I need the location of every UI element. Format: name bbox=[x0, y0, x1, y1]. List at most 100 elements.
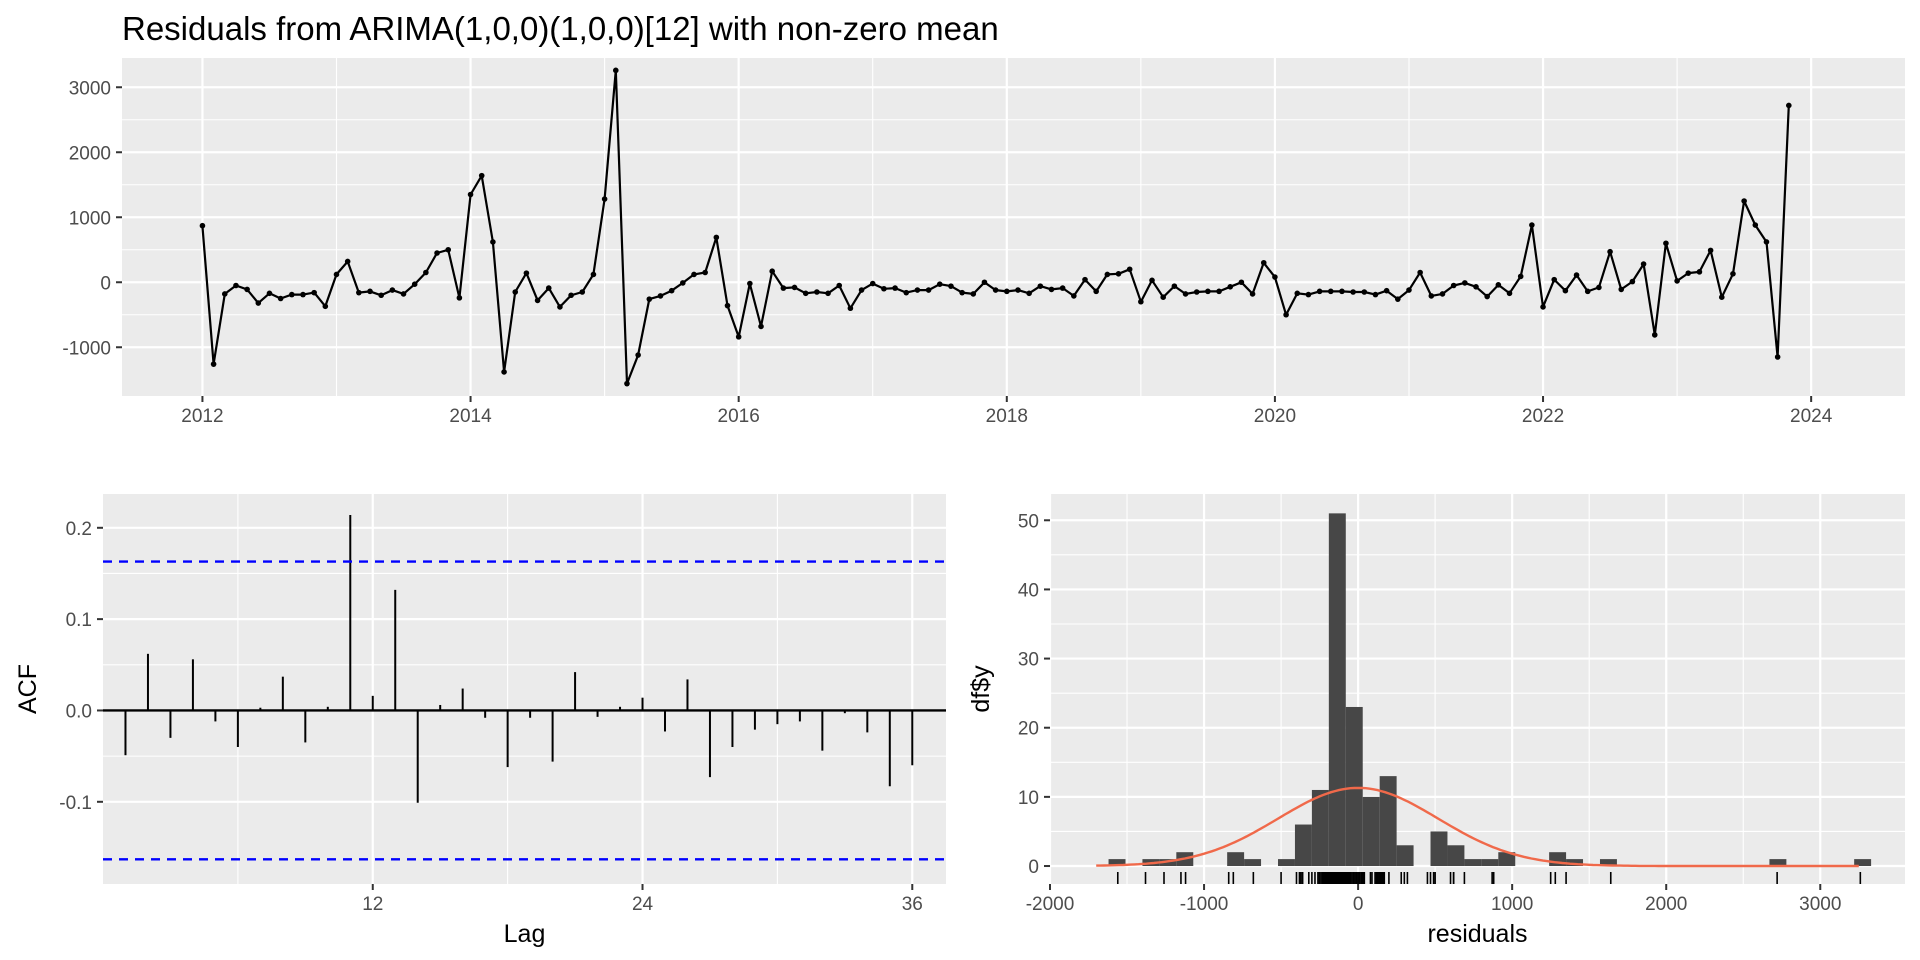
residual-point bbox=[702, 269, 708, 276]
hist-x-tick-label: -2000 bbox=[1026, 894, 1075, 915]
residual-point bbox=[1093, 288, 1099, 295]
acf-y-axis-title: ACF bbox=[14, 664, 42, 714]
residual-point bbox=[1283, 311, 1289, 318]
residual-point bbox=[1473, 284, 1479, 290]
acf-x-axis-title: Lag bbox=[504, 920, 546, 948]
residual-point bbox=[1305, 291, 1312, 298]
residual-point bbox=[501, 369, 507, 375]
histogram-bar bbox=[1396, 845, 1414, 867]
residual-point bbox=[344, 258, 351, 265]
residual-point bbox=[1216, 288, 1222, 295]
plot-title: Residuals from ARIMA(1,0,0)(1,0,0)[12] w… bbox=[122, 10, 999, 47]
residual-point bbox=[277, 295, 284, 302]
ts-x-tick-label: 2016 bbox=[718, 406, 760, 427]
histogram-bar bbox=[1379, 776, 1397, 867]
residual-point bbox=[769, 268, 775, 275]
residual-point bbox=[1372, 291, 1379, 298]
histogram-bar bbox=[1311, 789, 1329, 867]
residual-point bbox=[825, 290, 831, 297]
residual-point bbox=[1115, 271, 1122, 277]
residual-point bbox=[914, 287, 921, 293]
residual-point bbox=[233, 282, 239, 289]
histogram-bar bbox=[1244, 859, 1262, 867]
residual-point bbox=[791, 284, 798, 291]
residual-point bbox=[869, 280, 876, 287]
hist-y-tick-label: 10 bbox=[1018, 788, 1039, 809]
residual-point bbox=[1082, 276, 1088, 283]
ts-y-tick-label: -1000 bbox=[62, 338, 111, 359]
hist-x-tick-label: 0 bbox=[1353, 894, 1364, 915]
residual-point bbox=[758, 323, 764, 330]
residual-point bbox=[1272, 274, 1278, 280]
hist-x-tick-label: -1000 bbox=[1180, 894, 1229, 915]
residual-point bbox=[1495, 282, 1502, 288]
residual-point bbox=[210, 361, 217, 367]
residual-point bbox=[680, 280, 686, 286]
histogram-bar bbox=[1328, 513, 1346, 867]
ts-y-tick-label: 3000 bbox=[69, 78, 111, 99]
residual-point bbox=[1651, 332, 1658, 338]
residual-point bbox=[311, 289, 317, 296]
acf-y-tick-label: 0.2 bbox=[66, 519, 92, 540]
residual-point bbox=[881, 285, 887, 292]
residual-point bbox=[668, 287, 675, 294]
residual-point bbox=[545, 285, 552, 291]
residual-point bbox=[579, 289, 586, 295]
hist-x-tick-label: 2000 bbox=[1645, 894, 1687, 915]
ts-y-tick-label: 0 bbox=[100, 273, 111, 294]
residual-point bbox=[1071, 293, 1077, 299]
histogram-bar bbox=[1498, 852, 1516, 867]
acf-y-tick-label: -0.1 bbox=[59, 793, 92, 814]
residual-point bbox=[456, 295, 463, 301]
residual-point bbox=[847, 305, 854, 312]
residual-point bbox=[612, 67, 619, 74]
residual-point bbox=[1193, 289, 1200, 295]
hist-y-tick-label: 20 bbox=[1018, 719, 1039, 740]
residual-point bbox=[568, 292, 574, 299]
residual-point bbox=[1741, 198, 1747, 204]
residual-point bbox=[1171, 283, 1178, 289]
residual-point bbox=[691, 271, 697, 278]
histogram-bar bbox=[1599, 859, 1617, 867]
ts-x-tick-label: 2024 bbox=[1790, 406, 1833, 427]
ts-x-tick-label: 2012 bbox=[181, 406, 223, 427]
residual-point bbox=[1607, 248, 1613, 255]
residual-point bbox=[802, 290, 809, 297]
residual-point bbox=[244, 286, 250, 293]
residual-point bbox=[1674, 278, 1680, 284]
residual-point bbox=[1182, 291, 1189, 297]
residual-point bbox=[1540, 304, 1546, 310]
residual-point bbox=[624, 380, 630, 387]
residual-point bbox=[1450, 282, 1457, 289]
hist-y-tick-label: 40 bbox=[1018, 580, 1039, 601]
histogram-bar bbox=[1566, 859, 1584, 867]
residual-point bbox=[1059, 285, 1066, 291]
residual-point bbox=[1227, 284, 1234, 290]
residual-point bbox=[1707, 247, 1714, 254]
residual-point bbox=[378, 292, 384, 299]
residual-point bbox=[1026, 290, 1032, 297]
hist-y-tick-label: 30 bbox=[1018, 650, 1039, 671]
residual-point bbox=[1551, 276, 1558, 283]
histogram-bar bbox=[1108, 859, 1126, 867]
acf-panel-background bbox=[103, 494, 946, 884]
histogram-bar bbox=[1294, 824, 1312, 867]
residual-point bbox=[1763, 239, 1770, 245]
residual-point bbox=[1640, 261, 1647, 267]
residual-point bbox=[1126, 266, 1133, 273]
residual-point bbox=[333, 271, 340, 278]
residual-point bbox=[423, 269, 429, 276]
residual-point bbox=[646, 296, 653, 302]
histogram-bar bbox=[1481, 859, 1499, 867]
residual-point bbox=[1015, 287, 1021, 293]
residual-point bbox=[590, 271, 597, 278]
residual-point bbox=[724, 302, 731, 309]
residual-point bbox=[780, 285, 787, 291]
residual-point bbox=[300, 291, 306, 298]
residual-point bbox=[1439, 291, 1446, 297]
residual-point bbox=[490, 239, 496, 245]
residual-point bbox=[713, 234, 720, 241]
residual-point bbox=[1138, 298, 1144, 305]
residual-point bbox=[1361, 289, 1368, 295]
residual-point bbox=[1238, 279, 1245, 286]
